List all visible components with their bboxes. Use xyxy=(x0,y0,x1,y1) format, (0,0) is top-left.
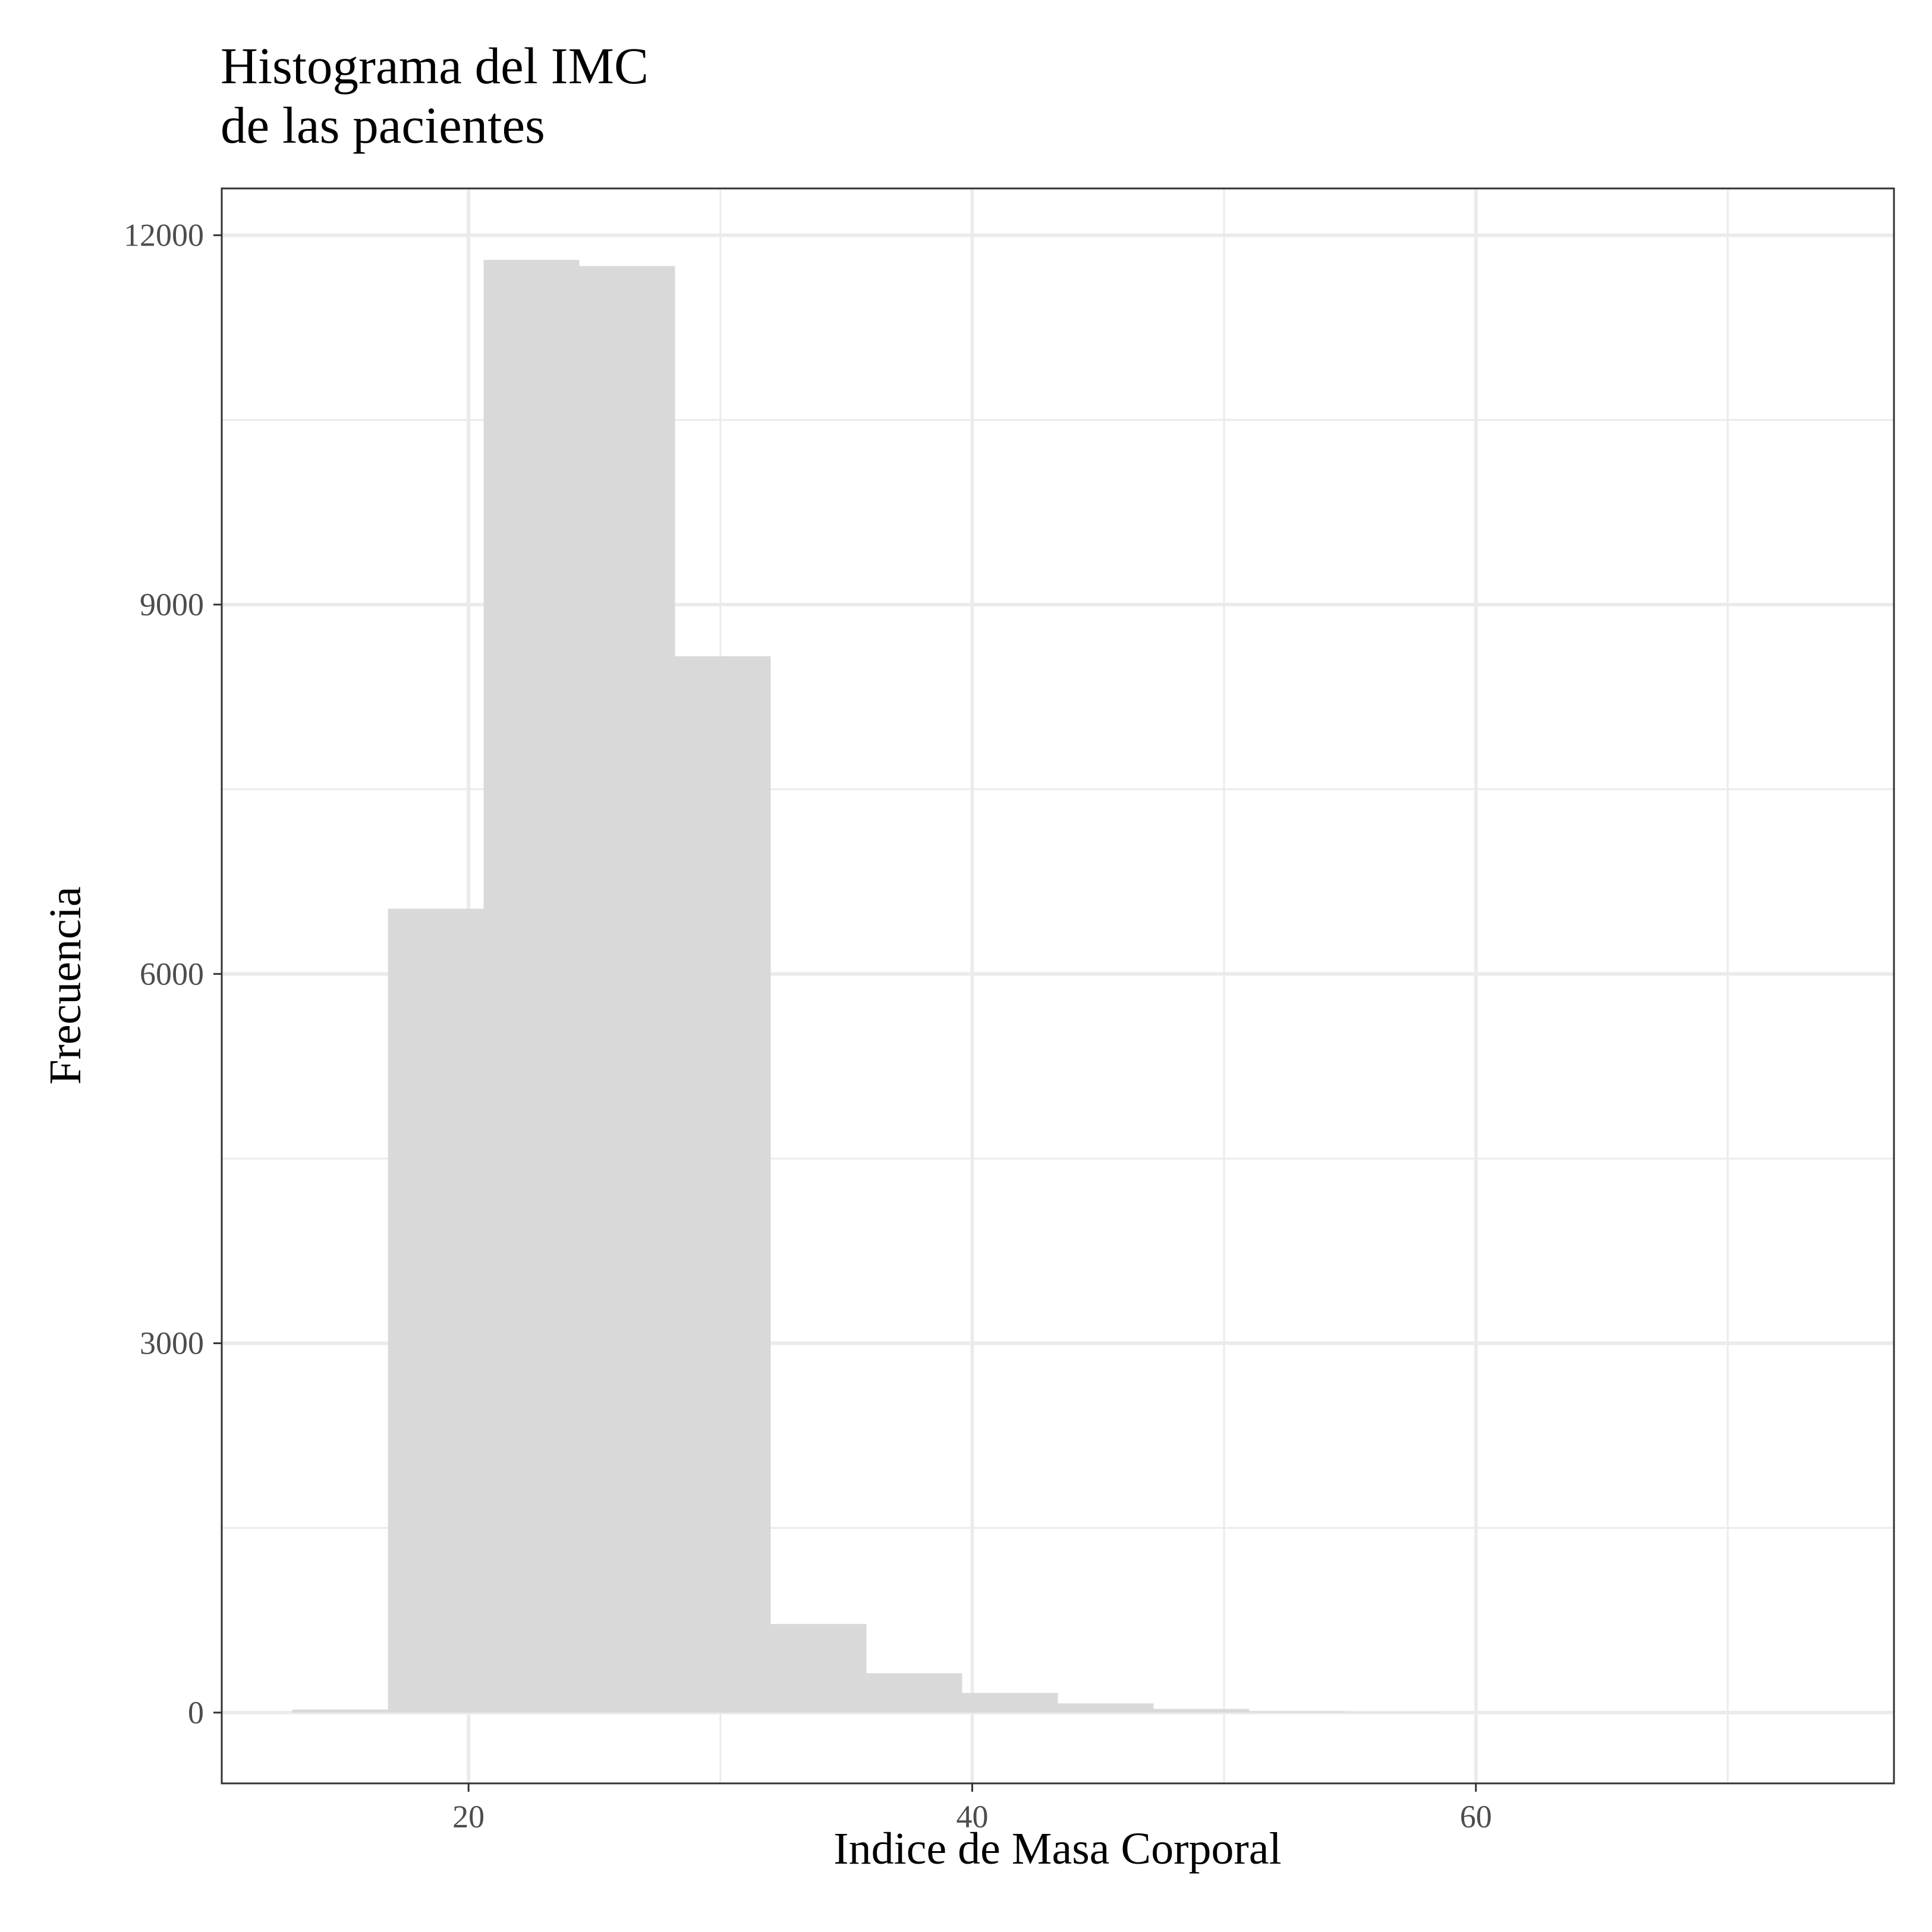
chart-title-line-1: Histograma del IMC xyxy=(221,37,649,95)
histogram-bar xyxy=(1058,1703,1154,1713)
x-axis-title: Indice de Masa Corporal xyxy=(833,1824,1281,1874)
x-axis: 20 40 60 xyxy=(452,1783,1492,1835)
x-tick-label: 20 xyxy=(452,1799,484,1835)
y-tick-label: 3000 xyxy=(140,1326,204,1361)
histogram-bar xyxy=(675,656,771,1713)
histogram-bar xyxy=(1345,1712,1441,1713)
y-tick-label: 12000 xyxy=(124,218,204,253)
histogram-bar xyxy=(388,908,484,1713)
y-axis: 0 3000 6000 9000 12000 xyxy=(124,218,222,1730)
x-tick-label: 40 xyxy=(956,1799,988,1835)
histogram-bar xyxy=(1153,1708,1250,1713)
y-tick-label: 9000 xyxy=(140,587,204,622)
y-tick-label: 0 xyxy=(188,1695,204,1730)
histogram-bar xyxy=(866,1673,962,1713)
x-tick-label: 60 xyxy=(1460,1799,1492,1835)
y-tick-label: 6000 xyxy=(140,956,204,992)
histogram-bar xyxy=(770,1623,867,1713)
histogram-bar xyxy=(1249,1711,1345,1713)
chart-title-line-2: de las pacientes xyxy=(221,96,545,154)
histogram-bar xyxy=(962,1692,1058,1713)
histogram-bar xyxy=(483,260,580,1713)
histogram-bar xyxy=(292,1709,388,1713)
plot-panel-border xyxy=(221,187,1895,1785)
y-axis-title: Frecuencia xyxy=(40,886,90,1084)
histogram-bar xyxy=(579,266,675,1713)
histogram-bars xyxy=(292,260,1441,1713)
